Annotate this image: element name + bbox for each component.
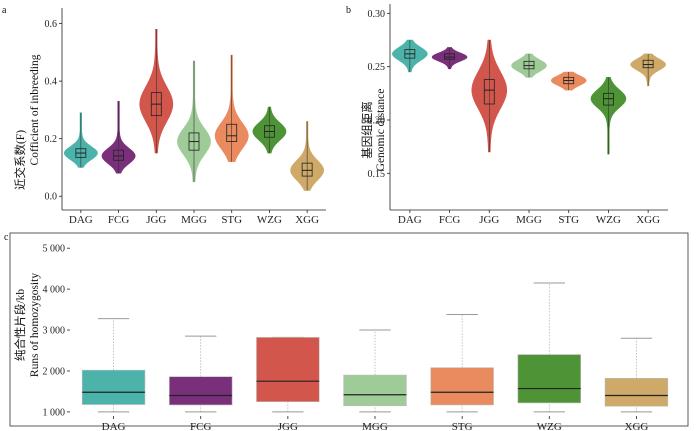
panel-b-ytick-label: 0.15 (368, 169, 386, 180)
panel-c-ytick-label: 2 000 (43, 366, 66, 377)
panel-b-xtick-label: JGG (479, 214, 499, 226)
panel-a-ylabel-en: Cofficient of inbreeding (29, 54, 41, 165)
panel-a-ylabel-cn: 近交系数(F) (13, 130, 27, 190)
panel-b-box-mgg (523, 60, 535, 70)
panel-c-ytick-label: 5 000 (43, 244, 66, 255)
panel-c: c 纯合性片段/kb Runs of homozygosity 1 000 2 0… (4, 232, 689, 431)
panel-a-box-stg (226, 123, 238, 142)
panel-b-ytick-label: 0.20 (368, 116, 386, 127)
panel-a-ytick-label: 0.0 (45, 192, 58, 203)
panel-b-ytick-label: 0.25 (368, 62, 386, 73)
panel-a-xtick-label: JGG (146, 214, 166, 226)
panel-c-xtick-label: JGG (278, 421, 298, 431)
panel-a-box-fcg (113, 149, 124, 161)
panel-a-xtick-label: MGG (181, 214, 207, 226)
panel-c-box-wzg (517, 354, 581, 404)
panel-c-ylabel-en: Runs of homozygosity (29, 273, 41, 377)
panel-b-ytick-label: 0.30 (368, 9, 386, 20)
panel-a-xtick-label: FCG (108, 214, 129, 226)
panel-a-xtick-label: STG (221, 214, 242, 226)
panel-a-xtick-label: DAG (69, 214, 93, 226)
panel-c-box-fcg (169, 376, 233, 406)
panel-b-box-fcg (444, 53, 455, 60)
panel-c-xtick-label: STG (452, 421, 473, 431)
panel-a-ytick-label: 0.6 (45, 19, 58, 30)
panel-b-ylabel-en: Genomic distance (375, 89, 387, 172)
panel-c-ytick-label: 3 000 (43, 326, 66, 337)
panel-b-box-wzg (603, 92, 614, 106)
panel-b-box-xgg (642, 59, 654, 69)
panel-c-xtick-label: DAG (102, 421, 126, 431)
panel-a-xtick-label: WZG (257, 214, 282, 226)
panel-b-xtick-label: MGG (516, 214, 542, 226)
panel-a-box-xgg (301, 162, 313, 177)
panel-b-box-jgg (483, 79, 495, 105)
panel-b-xtick-label: WZG (596, 214, 621, 226)
panel-c-box-xgg (604, 378, 669, 407)
panel-c-plot: 1 000 2 000 3 000 4 000 5 000 DAG FCG JGG MGG STG… (43, 244, 669, 431)
panel-b-plot: 0.15 0.20 0.25 0.30 DAG FCG JGG MGG STG WZG XGG (368, 4, 668, 226)
panel-b-xtick-label: STG (558, 214, 579, 226)
panel-a-ytick-label: 0.4 (45, 77, 58, 88)
panel-b: b 基因组距离 Genomic distance 0.15 0.20 0.25 0.3… (346, 4, 668, 226)
panel-c-box-mgg (343, 374, 407, 407)
panel-c-ytick-label: 4 000 (43, 285, 66, 296)
panel-c-letter: c (4, 232, 9, 243)
panel-b-xtick-label: DAG (398, 214, 422, 226)
panel-b-xtick-label: FCG (439, 214, 460, 226)
panel-c-ytick-label: 1 000 (43, 407, 66, 418)
panel-c-box-jgg (256, 337, 320, 402)
panel-c-box-dag (81, 369, 146, 405)
panel-c-frame (9, 232, 689, 427)
panel-b-ylabel-cn: 基因组距离 (360, 101, 374, 159)
panel-a-xtick-label: XGG (295, 214, 319, 226)
panel-a-letter: a (2, 5, 7, 16)
panel-c-ylabel-cn: 纯合性片段/kb (13, 289, 27, 361)
panel-c-xtick-label: XGG (625, 421, 649, 431)
panel-c-xtick-label: WZG (537, 421, 562, 431)
panel-b-xtick-label: XGG (636, 214, 660, 226)
panel-b-letter: b (346, 5, 351, 16)
panel-a-ytick-label: 0.2 (45, 134, 58, 145)
panel-c-box-stg (430, 367, 494, 406)
panel-a-plot: 0.0 0.2 0.4 0.6 DAG FCG JGG MGG STG WZG XGG (45, 8, 326, 226)
panel-c-xtick-label: FCG (190, 421, 211, 431)
panel-c-xtick-label: MGG (362, 421, 388, 431)
panel-a: a 近交系数(F) Cofficient of inbreeding 0.00.… (2, 5, 326, 226)
